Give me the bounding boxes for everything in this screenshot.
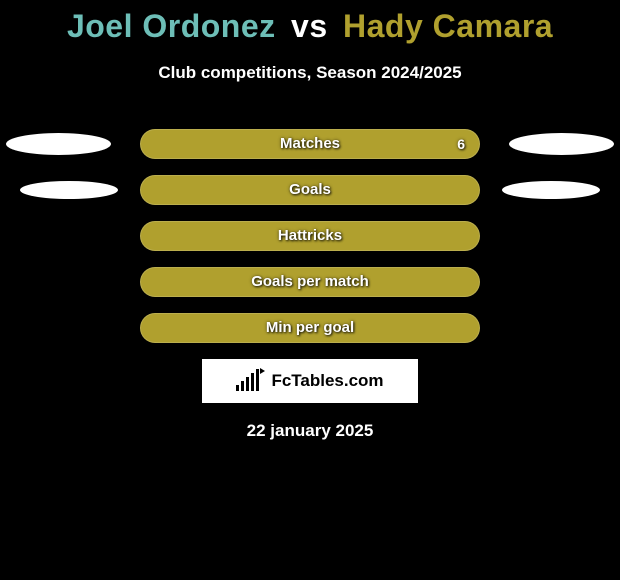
metric-pill: Hattricks [140, 221, 480, 251]
chart-row: Goals [0, 175, 620, 205]
metric-label: Matches [280, 135, 340, 152]
left-marker-ellipse [20, 181, 118, 199]
brand-logo-icon [236, 371, 265, 391]
chart-row: Hattricks [0, 221, 620, 251]
metric-label: Goals [289, 181, 331, 198]
metric-pill: Min per goal [140, 313, 480, 343]
metric-pill: Goals per match [140, 267, 480, 297]
right-marker-ellipse [509, 133, 614, 155]
chart-row: Goals per match [0, 267, 620, 297]
right-marker-ellipse [502, 181, 600, 199]
page-title: Joel Ordonez vs Hady Camara [0, 0, 620, 45]
chart-row: Min per goal [0, 313, 620, 343]
vs-text: vs [291, 8, 328, 44]
subtitle: Club competitions, Season 2024/2025 [0, 63, 620, 83]
date-text: 22 january 2025 [0, 421, 620, 441]
metric-pill: Matches 6 [140, 129, 480, 159]
player2-name: Hady Camara [343, 8, 553, 44]
metric-label: Min per goal [266, 319, 354, 336]
chart-row: Matches 6 [0, 129, 620, 159]
player1-name: Joel Ordonez [67, 8, 276, 44]
metric-label: Hattricks [278, 227, 342, 244]
brand-text: FcTables.com [271, 371, 383, 391]
metric-label: Goals per match [251, 273, 369, 290]
brand-box: FcTables.com [202, 359, 418, 403]
metric-pill: Goals [140, 175, 480, 205]
left-marker-ellipse [6, 133, 111, 155]
metric-value-right: 6 [457, 130, 465, 158]
comparison-chart: Matches 6 Goals Hattricks Goals per match Min… [0, 129, 620, 343]
